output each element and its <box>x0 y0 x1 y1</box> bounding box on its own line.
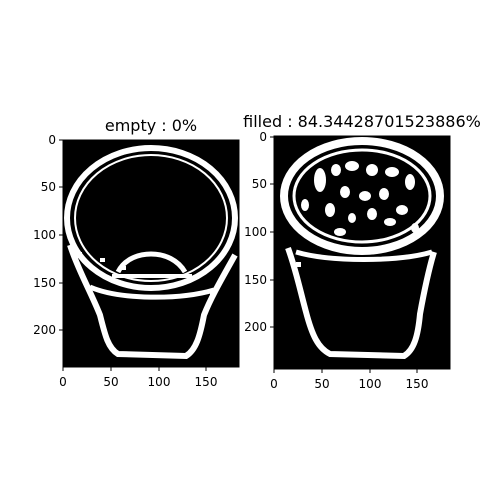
x-ticks-filled <box>273 369 418 373</box>
panel-filled: filled : 84.34428701523886% <box>243 112 481 391</box>
xtick-label-filled: 100 <box>359 377 382 391</box>
panel-empty: empty : 0% <box>33 116 240 389</box>
axes-frame-empty <box>62 139 240 368</box>
ytick-label-empty: 200 <box>33 323 56 337</box>
ytick-label-filled: 50 <box>252 177 267 191</box>
ytick-label-filled: 150 <box>244 273 267 287</box>
xtick-label-filled: 150 <box>406 377 429 391</box>
xtick-label-empty: 100 <box>148 375 171 389</box>
ytick-label-filled: 100 <box>244 225 267 239</box>
ytick-label-empty: 50 <box>41 180 56 194</box>
panel-title-empty: empty : 0% <box>105 116 197 135</box>
panel-title-filled: filled : 84.34428701523886% <box>243 112 481 131</box>
xtick-label-empty: 0 <box>59 375 67 389</box>
x-ticks-empty <box>62 367 207 371</box>
y-ticks-empty <box>59 139 63 331</box>
xtick-label-filled: 50 <box>314 377 329 391</box>
ytick-label-filled: 200 <box>244 320 267 334</box>
xtick-label-empty: 150 <box>195 375 218 389</box>
contents-filled <box>296 161 433 267</box>
ytick-label-empty: 150 <box>33 276 56 290</box>
ytick-label-empty: 100 <box>33 228 56 242</box>
cup-outline-filled <box>280 137 444 360</box>
xtick-label-empty: 50 <box>103 375 118 389</box>
ytick-label-filled: 0 <box>259 130 267 144</box>
ytick-label-empty: 0 <box>48 133 56 147</box>
y-ticks-filled <box>270 136 274 328</box>
axes-frame-filled <box>273 135 451 370</box>
speckles-empty <box>76 252 214 297</box>
xtick-label-filled: 0 <box>270 377 278 391</box>
